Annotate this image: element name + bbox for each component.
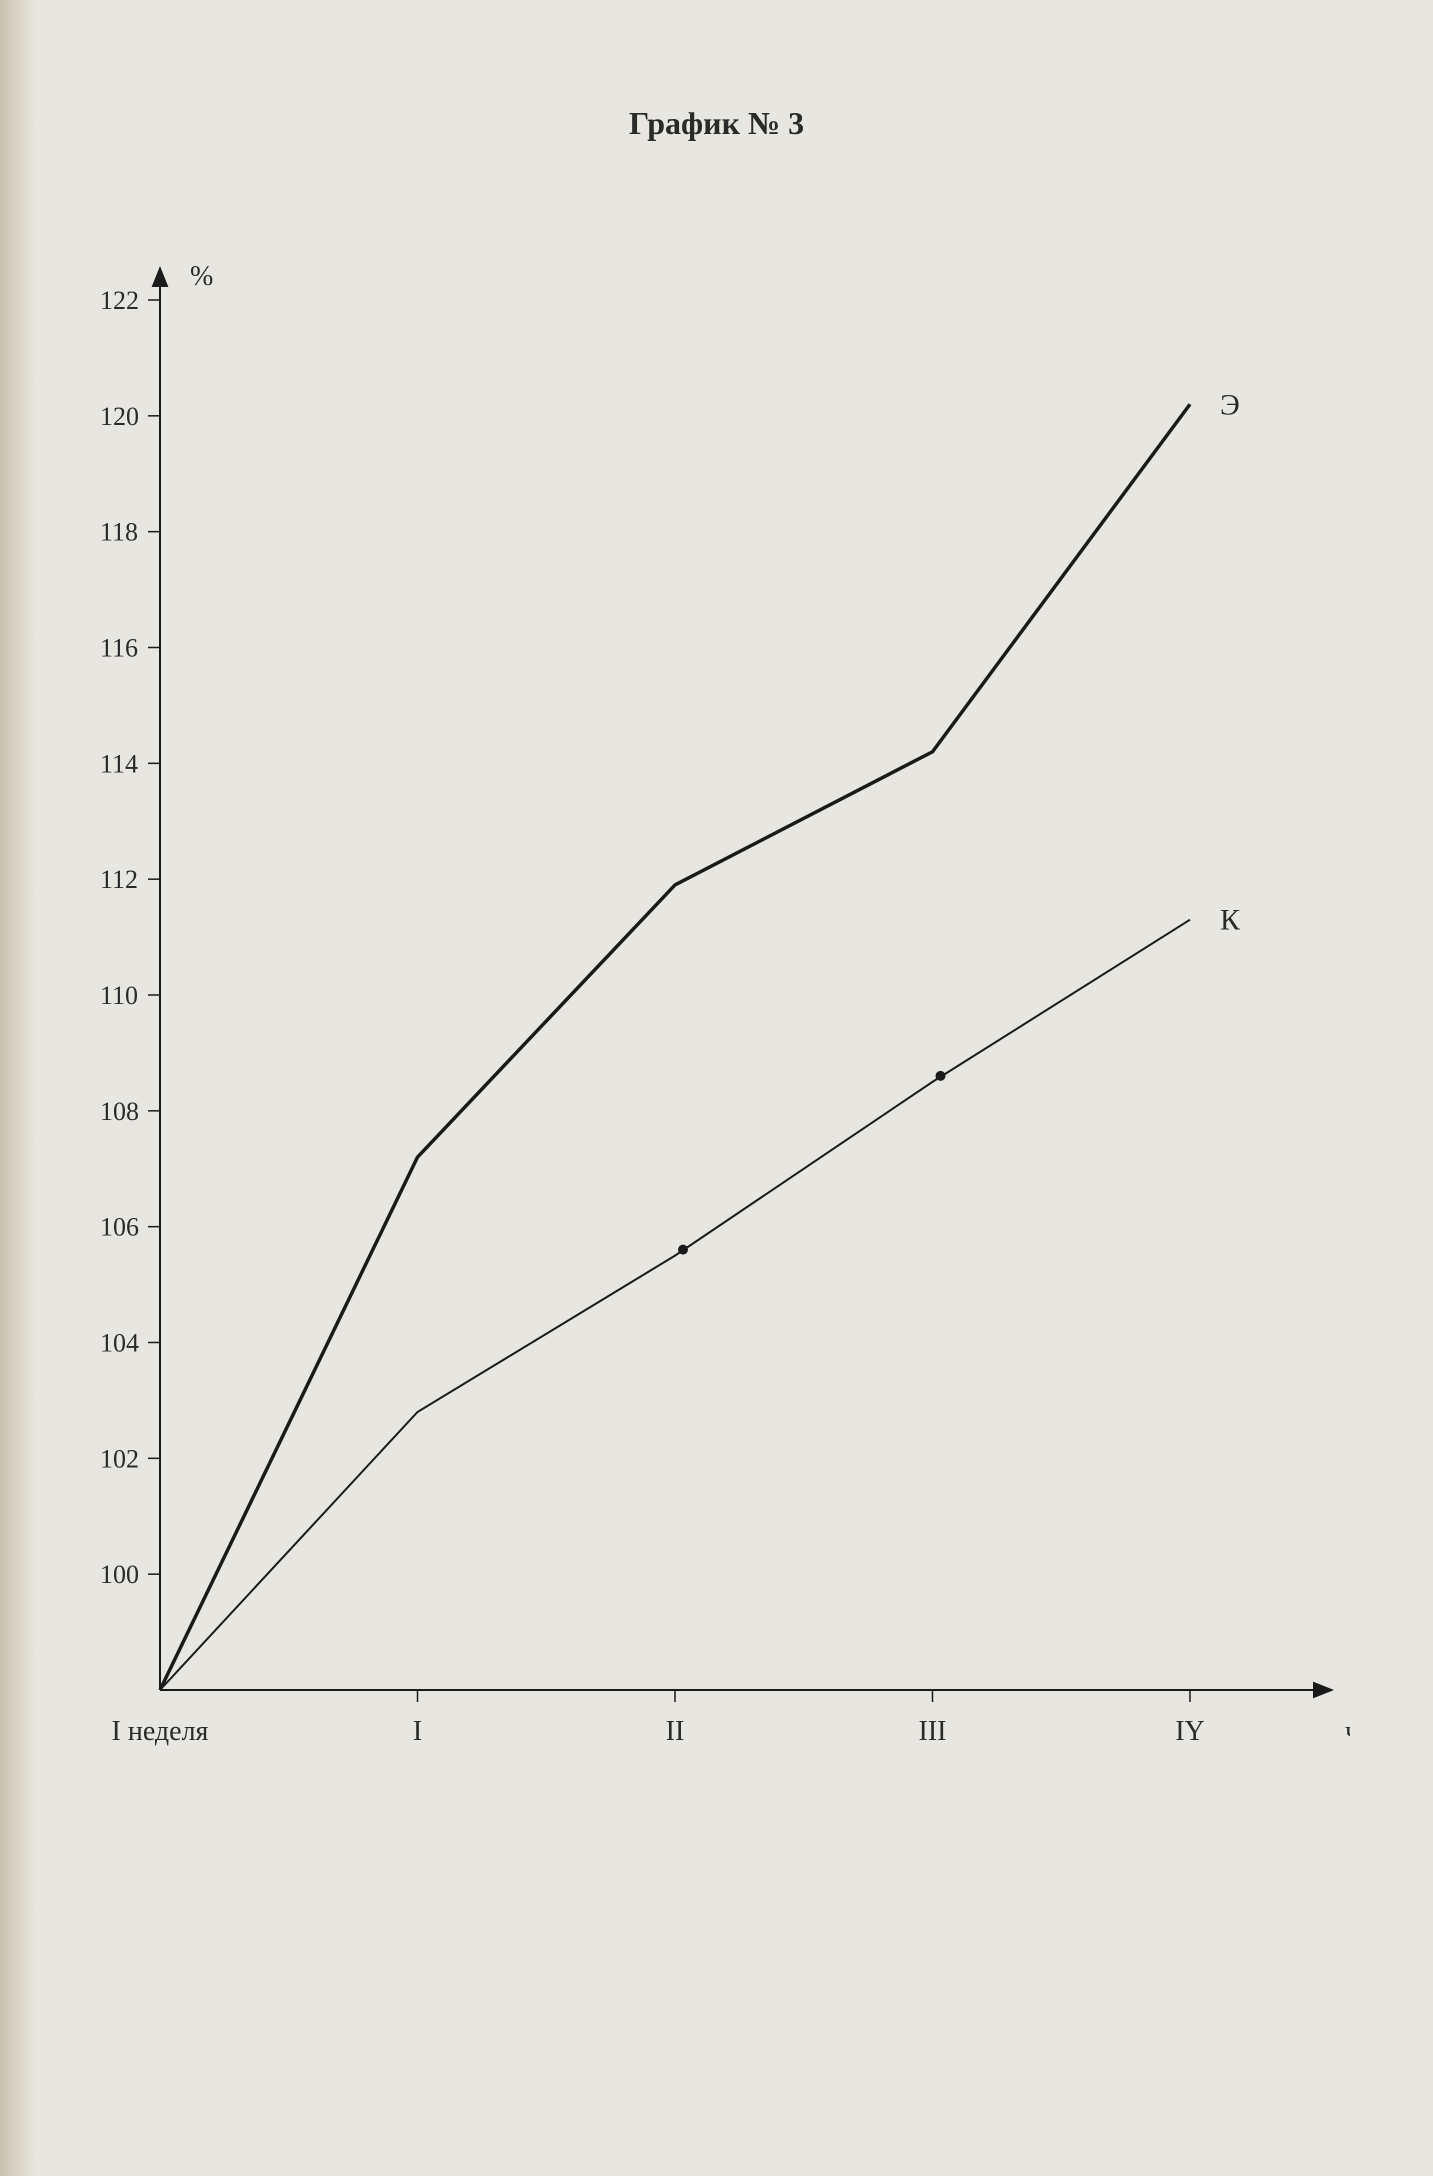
y-tick-label: 106 bbox=[100, 1213, 139, 1242]
series-label-К: К bbox=[1220, 904, 1241, 937]
y-tick-label: 114 bbox=[100, 749, 138, 778]
series-line-Э bbox=[160, 404, 1190, 1690]
y-tick-label: 120 bbox=[100, 402, 139, 431]
y-tick-label: 100 bbox=[100, 1560, 139, 1589]
x-tick-label: II bbox=[666, 1716, 685, 1747]
y-tick-label: 112 bbox=[100, 865, 138, 894]
x-tick-label: I bbox=[413, 1716, 422, 1747]
series-marker bbox=[678, 1245, 688, 1255]
page-binding-shadow bbox=[0, 0, 35, 2176]
x-axis-arrow bbox=[1313, 1682, 1334, 1699]
chart-container: % 100 102 104 106 108 110 112 114 116 118 120 122 I н… bbox=[70, 260, 1350, 1790]
x-axis-label: четверти bbox=[1345, 1716, 1350, 1747]
y-tick-label: 122 bbox=[100, 286, 139, 315]
chart-title: График № 3 bbox=[629, 105, 804, 142]
y-tick-label: 108 bbox=[100, 1097, 139, 1126]
y-tick-label: 118 bbox=[100, 518, 138, 547]
y-tick-label: 110 bbox=[100, 981, 138, 1010]
y-axis-arrow bbox=[152, 266, 169, 287]
line-chart: % 100 102 104 106 108 110 112 114 116 118 120 122 I н… bbox=[70, 260, 1350, 1790]
x-tick-label: III bbox=[919, 1716, 947, 1747]
y-tick-label: 116 bbox=[100, 634, 138, 663]
x-tick-label: I неделя bbox=[112, 1716, 209, 1747]
series-marker bbox=[936, 1071, 946, 1081]
series-line-К bbox=[160, 920, 1190, 1690]
series-label-Э: Э bbox=[1220, 388, 1240, 421]
x-tick-label: IY bbox=[1175, 1716, 1205, 1747]
y-axis-label: % bbox=[190, 261, 213, 292]
y-tick-label: 102 bbox=[100, 1444, 139, 1473]
y-tick-label: 104 bbox=[100, 1329, 139, 1358]
